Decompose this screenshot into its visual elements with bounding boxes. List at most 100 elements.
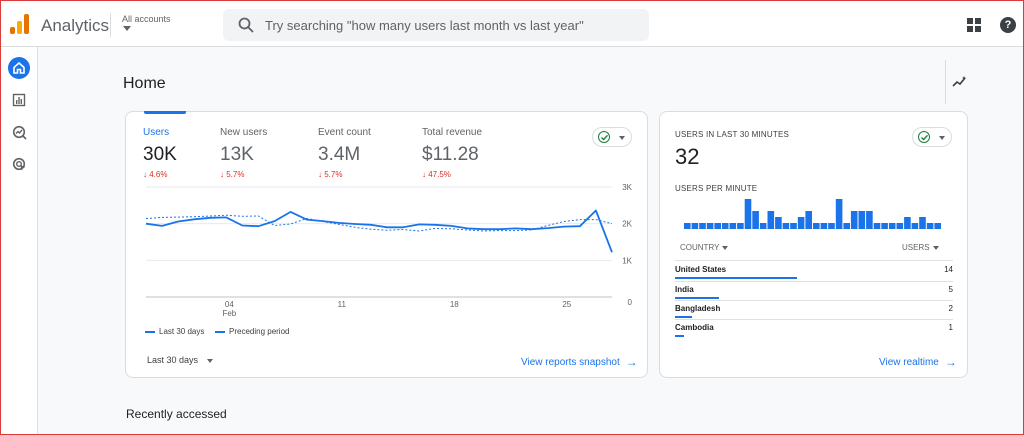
legend-label: Preceding period [229,327,290,336]
apps-grid-icon[interactable] [967,18,981,32]
minute-bar[interactable] [934,223,941,229]
realtime-users-value: 32 [675,144,700,169]
minute-bar[interactable] [828,223,835,229]
page-title: Home [123,75,166,92]
search-placeholder[interactable]: Try searching "how many users last month… [265,18,584,33]
sort-caret-icon [932,245,939,250]
minute-bar[interactable] [759,223,767,229]
metric-value: 3.4M [318,144,361,165]
metric-change: ↓ 47.5% [422,170,451,179]
minute-bar[interactable] [843,223,850,229]
country-bar [675,316,693,318]
account-selector-caret-icon[interactable] [123,26,131,31]
minute-bar[interactable] [790,223,797,229]
minute-bar[interactable] [699,223,706,229]
metric-total-revenue[interactable]: Total revenue $11.28 ↓ 47.5% [422,127,482,179]
minute-bar[interactable] [691,223,699,229]
minute-bar[interactable] [729,223,737,229]
y-tick-label: 0 [628,298,633,307]
country-users: 5 [948,285,953,294]
minute-bar[interactable] [767,211,775,229]
analytics-logo-icon[interactable] [10,14,30,34]
realtime-data-quality-button[interactable] [912,127,952,147]
minute-bar[interactable] [737,223,744,229]
minute-bar[interactable] [721,223,729,229]
advertising-icon [12,157,25,170]
country-column-header[interactable]: COUNTRY [680,243,729,252]
metric-label: Total revenue [422,127,483,138]
minute-bar[interactable] [858,211,866,229]
minute-bar[interactable] [775,217,782,229]
minute-bar[interactable] [813,223,820,229]
app-title: Analytics [41,16,110,35]
table-divider [675,319,953,320]
nav-advertising-button[interactable] [8,153,30,175]
minute-bar[interactable] [888,223,896,229]
nav-reports-button[interactable] [8,89,30,111]
table-row[interactable]: India 5 [675,282,953,301]
minute-bar[interactable] [684,223,691,229]
metric-new-users[interactable]: New users 13K ↓ 5.7% [220,127,267,179]
country-users: 14 [944,265,953,274]
view-reports-snapshot-link[interactable]: View reports snapshot → [521,355,638,369]
table-divider [675,300,953,301]
minute-bar[interactable] [782,223,790,229]
realtime-card: USERS IN LAST 30 MINUTES 32 USERS PER MI… [659,111,968,378]
minute-bar[interactable] [706,223,714,229]
nav-home-button[interactable] [8,57,30,79]
x-tick-label: 25 [562,300,571,309]
minute-bar[interactable] [919,217,926,229]
data-quality-button[interactable] [592,127,632,147]
minute-bar[interactable] [744,199,752,229]
minute-bar[interactable] [866,211,873,229]
minute-bar[interactable] [926,223,934,229]
minute-bar[interactable] [797,217,805,229]
users-column-header[interactable]: USERS [902,243,939,252]
search-bar[interactable]: Try searching "how many users last month… [223,9,649,41]
minute-bar[interactable] [873,223,881,229]
minute-bar[interactable] [896,223,904,229]
table-row[interactable]: United States 14 [675,262,953,281]
table-row[interactable]: Bangladesh 2 [675,301,953,320]
sort-caret-icon [722,245,729,250]
check-circle-icon [598,131,610,143]
metric-change: ↓ 5.7% [220,170,245,179]
date-range-caret-icon[interactable] [207,359,213,363]
header-right-divider [945,60,946,104]
insights-icon[interactable] [952,75,968,89]
date-range-dropdown[interactable]: Last 30 days [147,355,199,365]
view-realtime-link[interactable]: View realtime → [879,355,957,369]
y-tick-label: 1K [622,256,632,265]
help-icon[interactable]: ? [1000,17,1016,33]
metric-label: Event count [318,127,371,138]
minute-bar[interactable] [752,211,759,229]
minute-bar[interactable] [820,223,828,229]
minute-bar[interactable] [835,199,843,229]
minute-bar[interactable] [714,223,721,229]
nav-explore-button[interactable] [8,121,30,143]
x-tick-label: 11 [338,300,347,309]
overview-card: Users 30K ↓ 4.6% New users 13K ↓ 5.7% Ev… [125,111,648,378]
country-bar [675,297,719,299]
table-row[interactable]: Cambodia 1 [675,320,953,339]
series-line-last-30-days [145,209,613,253]
country-bar [675,335,684,337]
metric-event-count[interactable]: Event count 3.4M ↓ 5.7% [318,127,371,179]
home-icon [13,61,25,74]
metric-change: ↓ 5.7% [318,170,343,179]
arrow-right-icon: → [625,355,638,369]
arrow-right-icon: → [944,355,957,369]
minute-bar[interactable] [881,223,888,229]
metric-users[interactable]: Users 30K ↓ 4.6% [143,127,177,179]
table-divider [675,260,953,261]
country-users: 1 [948,323,953,332]
metric-value: $11.28 [422,144,479,165]
users-per-minute-chart [684,199,941,229]
legend-swatch-dashed [215,330,225,333]
account-selector-label[interactable]: All accounts [122,14,171,24]
minute-bar[interactable] [904,217,911,229]
minute-bar[interactable] [805,211,812,229]
search-icon [238,17,254,33]
minute-bar[interactable] [911,223,919,229]
minute-bar[interactable] [850,211,858,229]
